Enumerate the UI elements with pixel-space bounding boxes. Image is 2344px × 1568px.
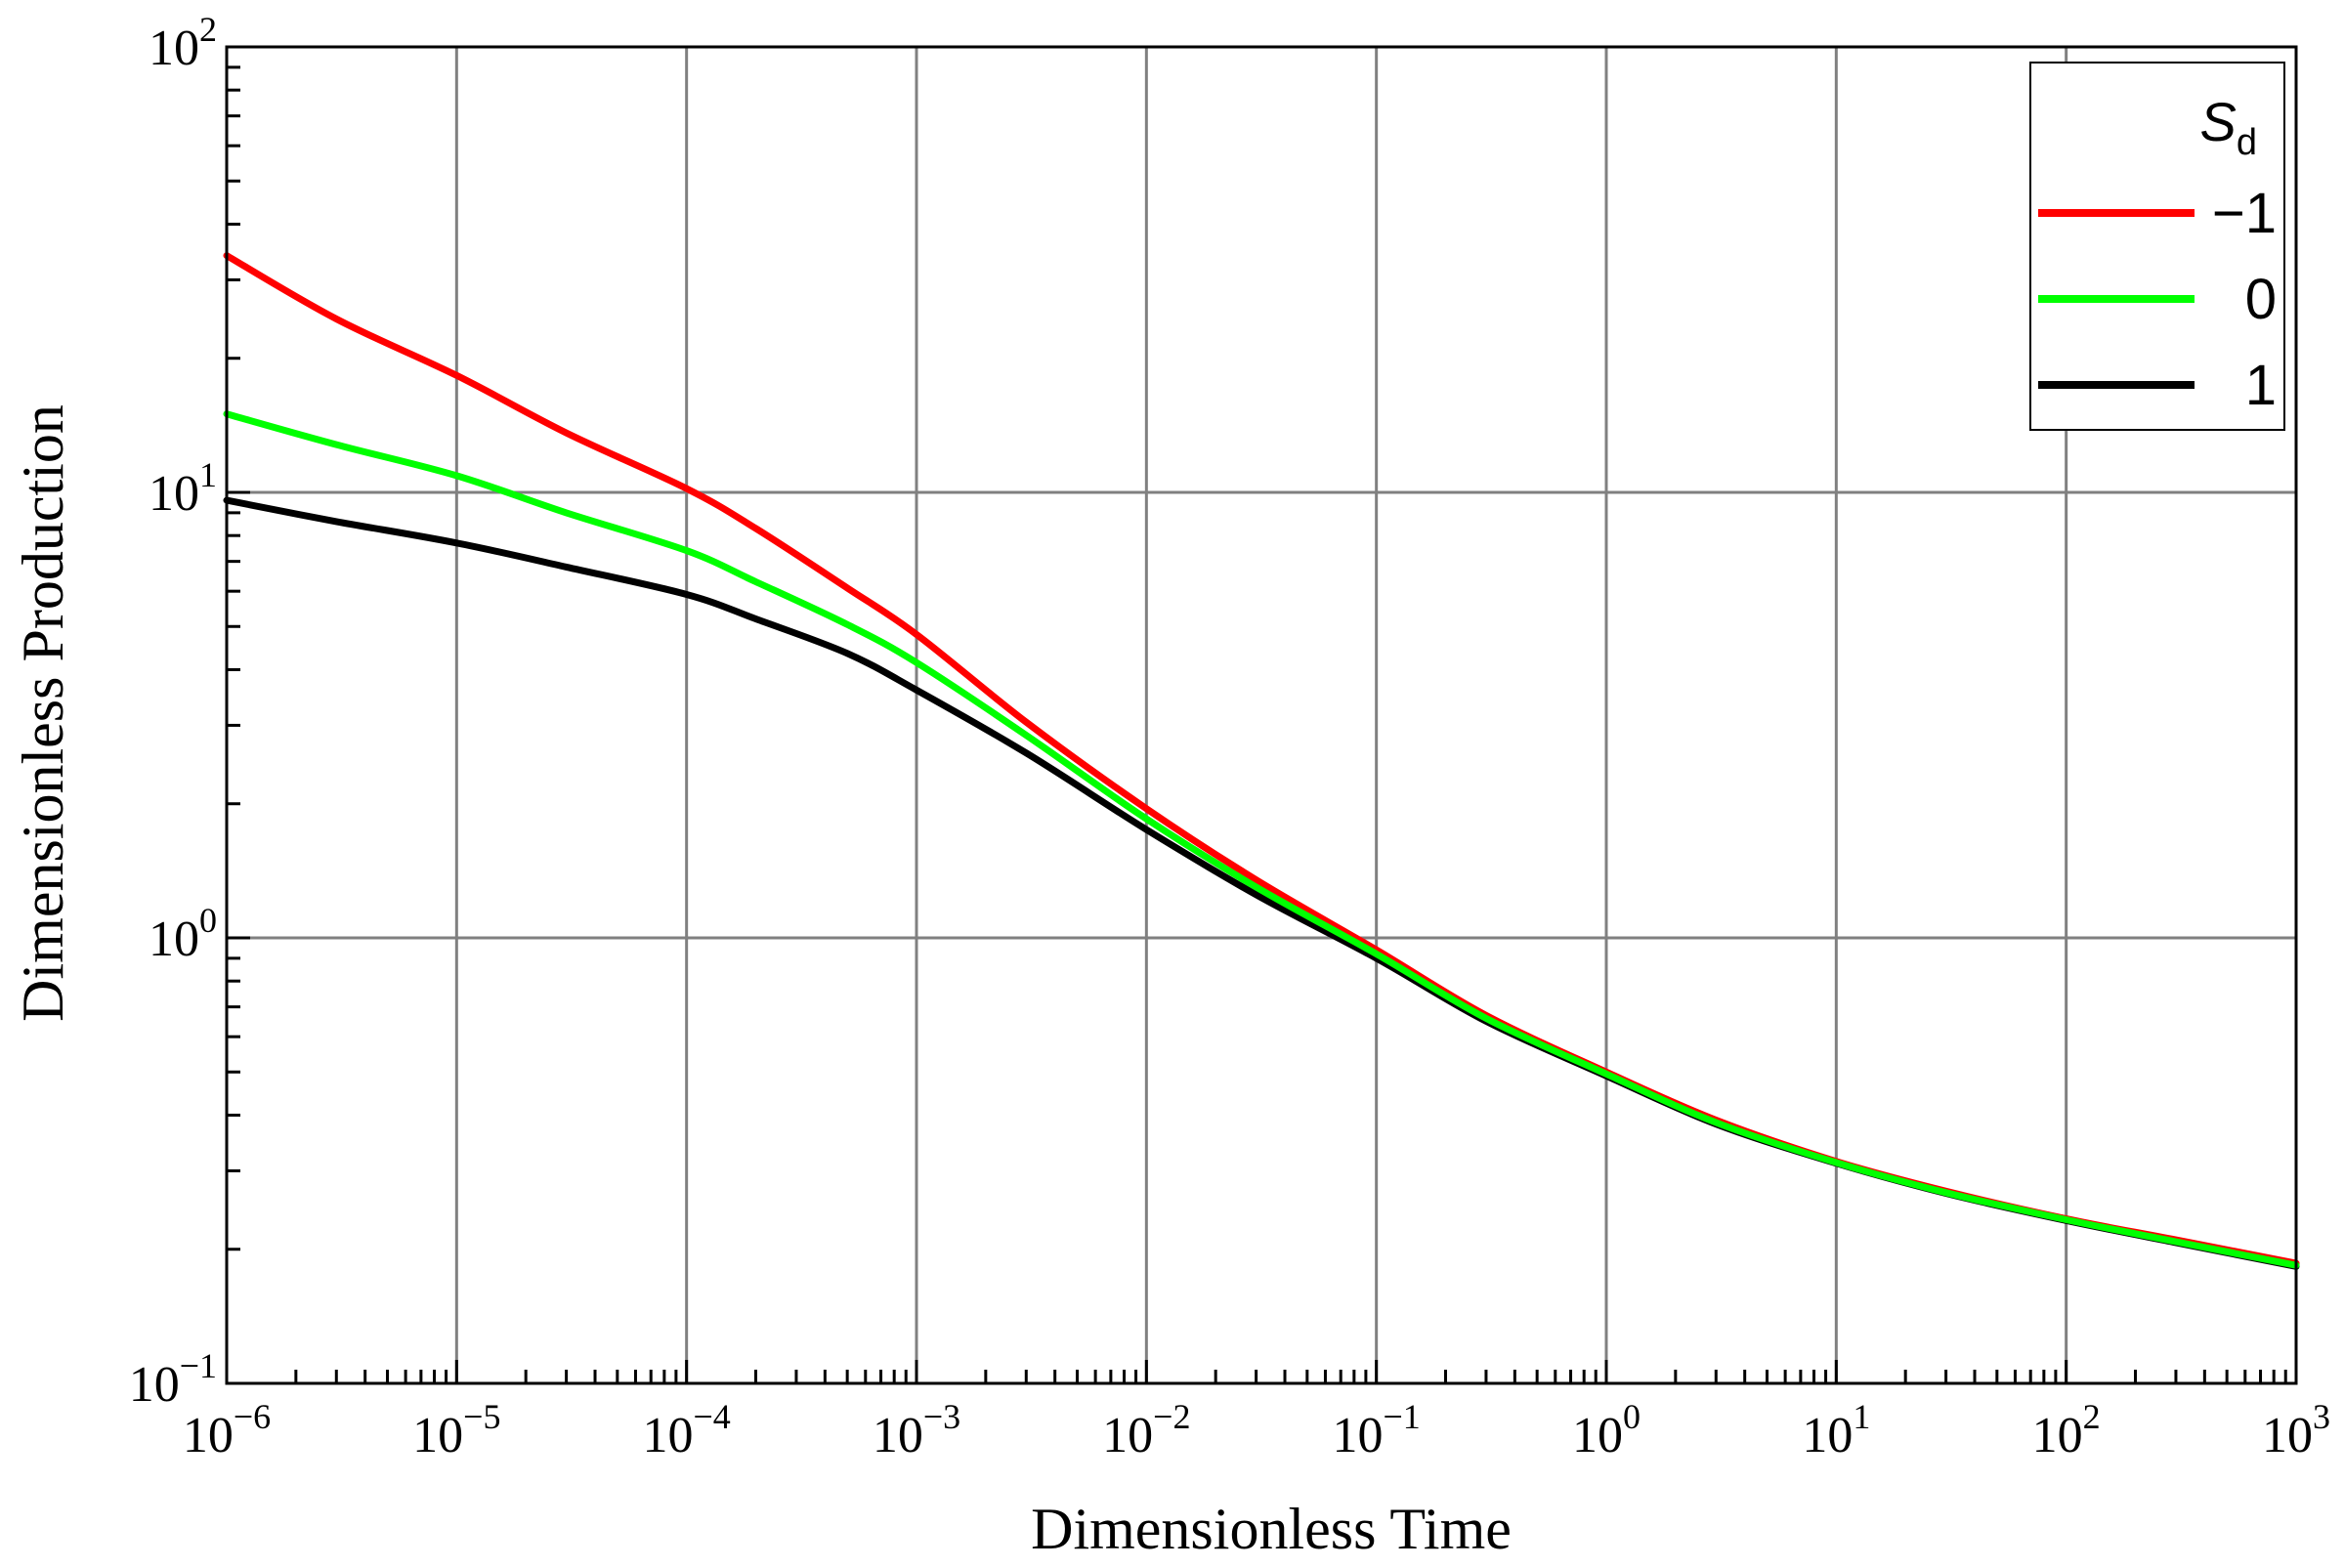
- legend-label: −1: [2212, 182, 2277, 245]
- x-tick-label: 10−4: [643, 1397, 731, 1463]
- legend-title-main: S: [2200, 91, 2237, 152]
- y-tick-label: 101: [149, 455, 217, 522]
- legend-label: 0: [2245, 268, 2277, 331]
- legend-title-sub: d: [2237, 122, 2257, 163]
- x-tick-label: 10−6: [183, 1397, 271, 1463]
- legend-box: [2029, 62, 2285, 431]
- x-tick-label: 10−2: [1102, 1397, 1190, 1463]
- series-line: [223, 410, 2300, 1269]
- series-group: [223, 252, 2300, 1270]
- x-tick-label: 100: [1572, 1397, 1641, 1463]
- x-tick-label: 102: [2032, 1397, 2101, 1463]
- y-tick-label: 10−1: [129, 1346, 217, 1413]
- legend-entries: −1 0 1: [2038, 182, 2277, 417]
- tick-labels-group: 10−6 10−5 10−4 10−3 10−2 10−1 100 101 102 10310−1…: [129, 10, 2330, 1463]
- y-tick-label: 102: [149, 10, 217, 76]
- plot-frame: [225, 45, 2298, 1385]
- y-axis-title: Dimensionless Production: [11, 404, 75, 1022]
- y-tick-label: 100: [149, 901, 217, 967]
- legend-title: Sd: [2200, 91, 2258, 163]
- legend-label: 1: [2245, 354, 2277, 417]
- x-tick-label: 103: [2262, 1397, 2330, 1463]
- x-tick-label: 10−3: [873, 1397, 960, 1463]
- x-tick-label: 10−5: [412, 1397, 500, 1463]
- x-axis-title: Dimensionless Time: [1031, 1497, 1512, 1561]
- grid: [227, 47, 2296, 1383]
- legend: Sd −1 0 1: [2029, 62, 2285, 431]
- x-tick-label: 10−1: [1333, 1397, 1421, 1463]
- x-tick-label: 101: [1802, 1397, 1870, 1463]
